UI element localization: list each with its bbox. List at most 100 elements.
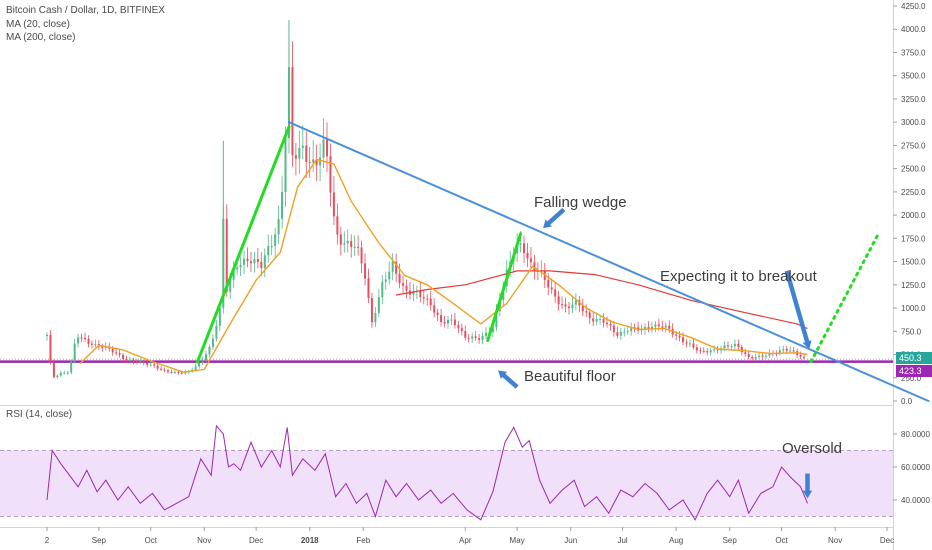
- candle-body: [519, 243, 522, 245]
- candle-body: [706, 351, 709, 353]
- candle-body: [692, 343, 695, 348]
- candle-body: [426, 298, 429, 300]
- trendline-rally-1: [195, 125, 291, 364]
- candle-body: [803, 356, 806, 358]
- price-tick-label: 1000.0: [901, 304, 926, 313]
- candle-body: [789, 350, 792, 352]
- candle-body: [291, 67, 294, 156]
- candle-body: [132, 359, 135, 362]
- candle-body: [592, 318, 595, 322]
- candle-body: [198, 362, 201, 367]
- candle-body: [567, 306, 570, 309]
- candle-body: [350, 240, 353, 248]
- candle-body: [471, 336, 474, 339]
- candle-body: [640, 329, 643, 331]
- candle-body: [381, 281, 384, 298]
- candle-body: [301, 145, 304, 148]
- candle-body: [70, 361, 73, 373]
- rsi-tick-label: 40.0000: [901, 496, 930, 505]
- candle-body: [139, 361, 142, 363]
- candle-body: [239, 264, 242, 268]
- candle-body: [142, 361, 145, 363]
- price-tick-label: 4000.0: [901, 25, 926, 34]
- candle-body: [319, 157, 322, 166]
- candle-body: [367, 278, 370, 298]
- candle-body: [364, 263, 367, 279]
- candle-body: [481, 335, 484, 340]
- arrow-breakout-shaft: [784, 270, 810, 344]
- candle-body: [263, 255, 266, 268]
- candle-body: [391, 261, 394, 272]
- candle-body: [135, 361, 138, 363]
- candle-body: [554, 289, 557, 297]
- candle-body: [277, 218, 280, 235]
- arrow-oversold: [802, 473, 813, 499]
- candle-body: [377, 297, 380, 314]
- price-tick-label: 0.0: [901, 397, 913, 406]
- price-tick-label: 1500.0: [901, 258, 926, 267]
- candle-body: [312, 159, 315, 163]
- time-tick-label: Oct: [144, 536, 157, 545]
- candle-body: [384, 279, 387, 282]
- candle-body: [744, 352, 747, 354]
- candle-body: [56, 375, 59, 378]
- candle-body: [281, 192, 284, 219]
- candle-body: [253, 259, 256, 264]
- time-tick-label: Nov: [828, 536, 842, 545]
- candle-body: [149, 364, 152, 366]
- candle-body: [232, 269, 235, 280]
- time-tick-label: Dec: [880, 536, 894, 545]
- candle-body: [118, 353, 121, 355]
- candle-body: [298, 147, 301, 159]
- time-tick-label: Apr: [459, 536, 472, 545]
- candle-body: [170, 371, 173, 373]
- candle-body: [256, 259, 259, 262]
- candle-body: [450, 319, 453, 321]
- candle-body: [619, 331, 622, 336]
- time-tick-label: 2018: [301, 536, 319, 545]
- candle-body: [52, 362, 55, 378]
- rsi-band: [0, 450, 893, 517]
- candle-body: [523, 243, 526, 254]
- candle-body: [526, 253, 529, 259]
- ma20-legend: MA (20, close): [6, 19, 70, 30]
- candle-body: [668, 325, 671, 329]
- candle-body: [90, 343, 93, 345]
- candle-body: [287, 67, 290, 139]
- candle-body: [650, 326, 653, 329]
- candle-body: [768, 353, 771, 356]
- candle-body: [370, 297, 373, 323]
- candle-body: [561, 304, 564, 306]
- candle-body: [616, 332, 619, 336]
- time-tick-label: Nov: [197, 536, 211, 545]
- candle-body: [626, 331, 629, 333]
- candle-body: [726, 345, 729, 347]
- price-tick-label: 2000.0: [901, 211, 926, 220]
- rsi-legend: RSI (14, close): [6, 409, 73, 420]
- candle-body: [125, 358, 128, 361]
- candle-body: [163, 369, 166, 371]
- candle-body: [758, 355, 761, 358]
- candle-body: [654, 324, 657, 327]
- candle-body: [111, 348, 114, 353]
- price-tick-label: 4250.0: [901, 2, 926, 11]
- candle-body: [792, 350, 795, 352]
- candle-body: [550, 287, 553, 290]
- candle-body: [716, 349, 719, 351]
- candle-body: [474, 336, 477, 339]
- candle-body: [243, 258, 246, 265]
- candle-body: [339, 234, 342, 245]
- candle-body: [249, 261, 252, 264]
- candle-body: [664, 325, 667, 328]
- candle-body: [747, 353, 750, 358]
- arrow-oversold-head: [802, 490, 813, 499]
- candle-body: [173, 371, 176, 373]
- candle-body: [585, 311, 588, 313]
- candle-body: [440, 315, 443, 323]
- ma200-legend: MA (200, close): [6, 32, 76, 43]
- price-tick-label: 3500.0: [901, 72, 926, 81]
- candle-body: [308, 161, 311, 163]
- rsi-tick-label: 60.0000: [901, 463, 930, 472]
- candle-body: [360, 247, 363, 264]
- candle-body: [733, 343, 736, 347]
